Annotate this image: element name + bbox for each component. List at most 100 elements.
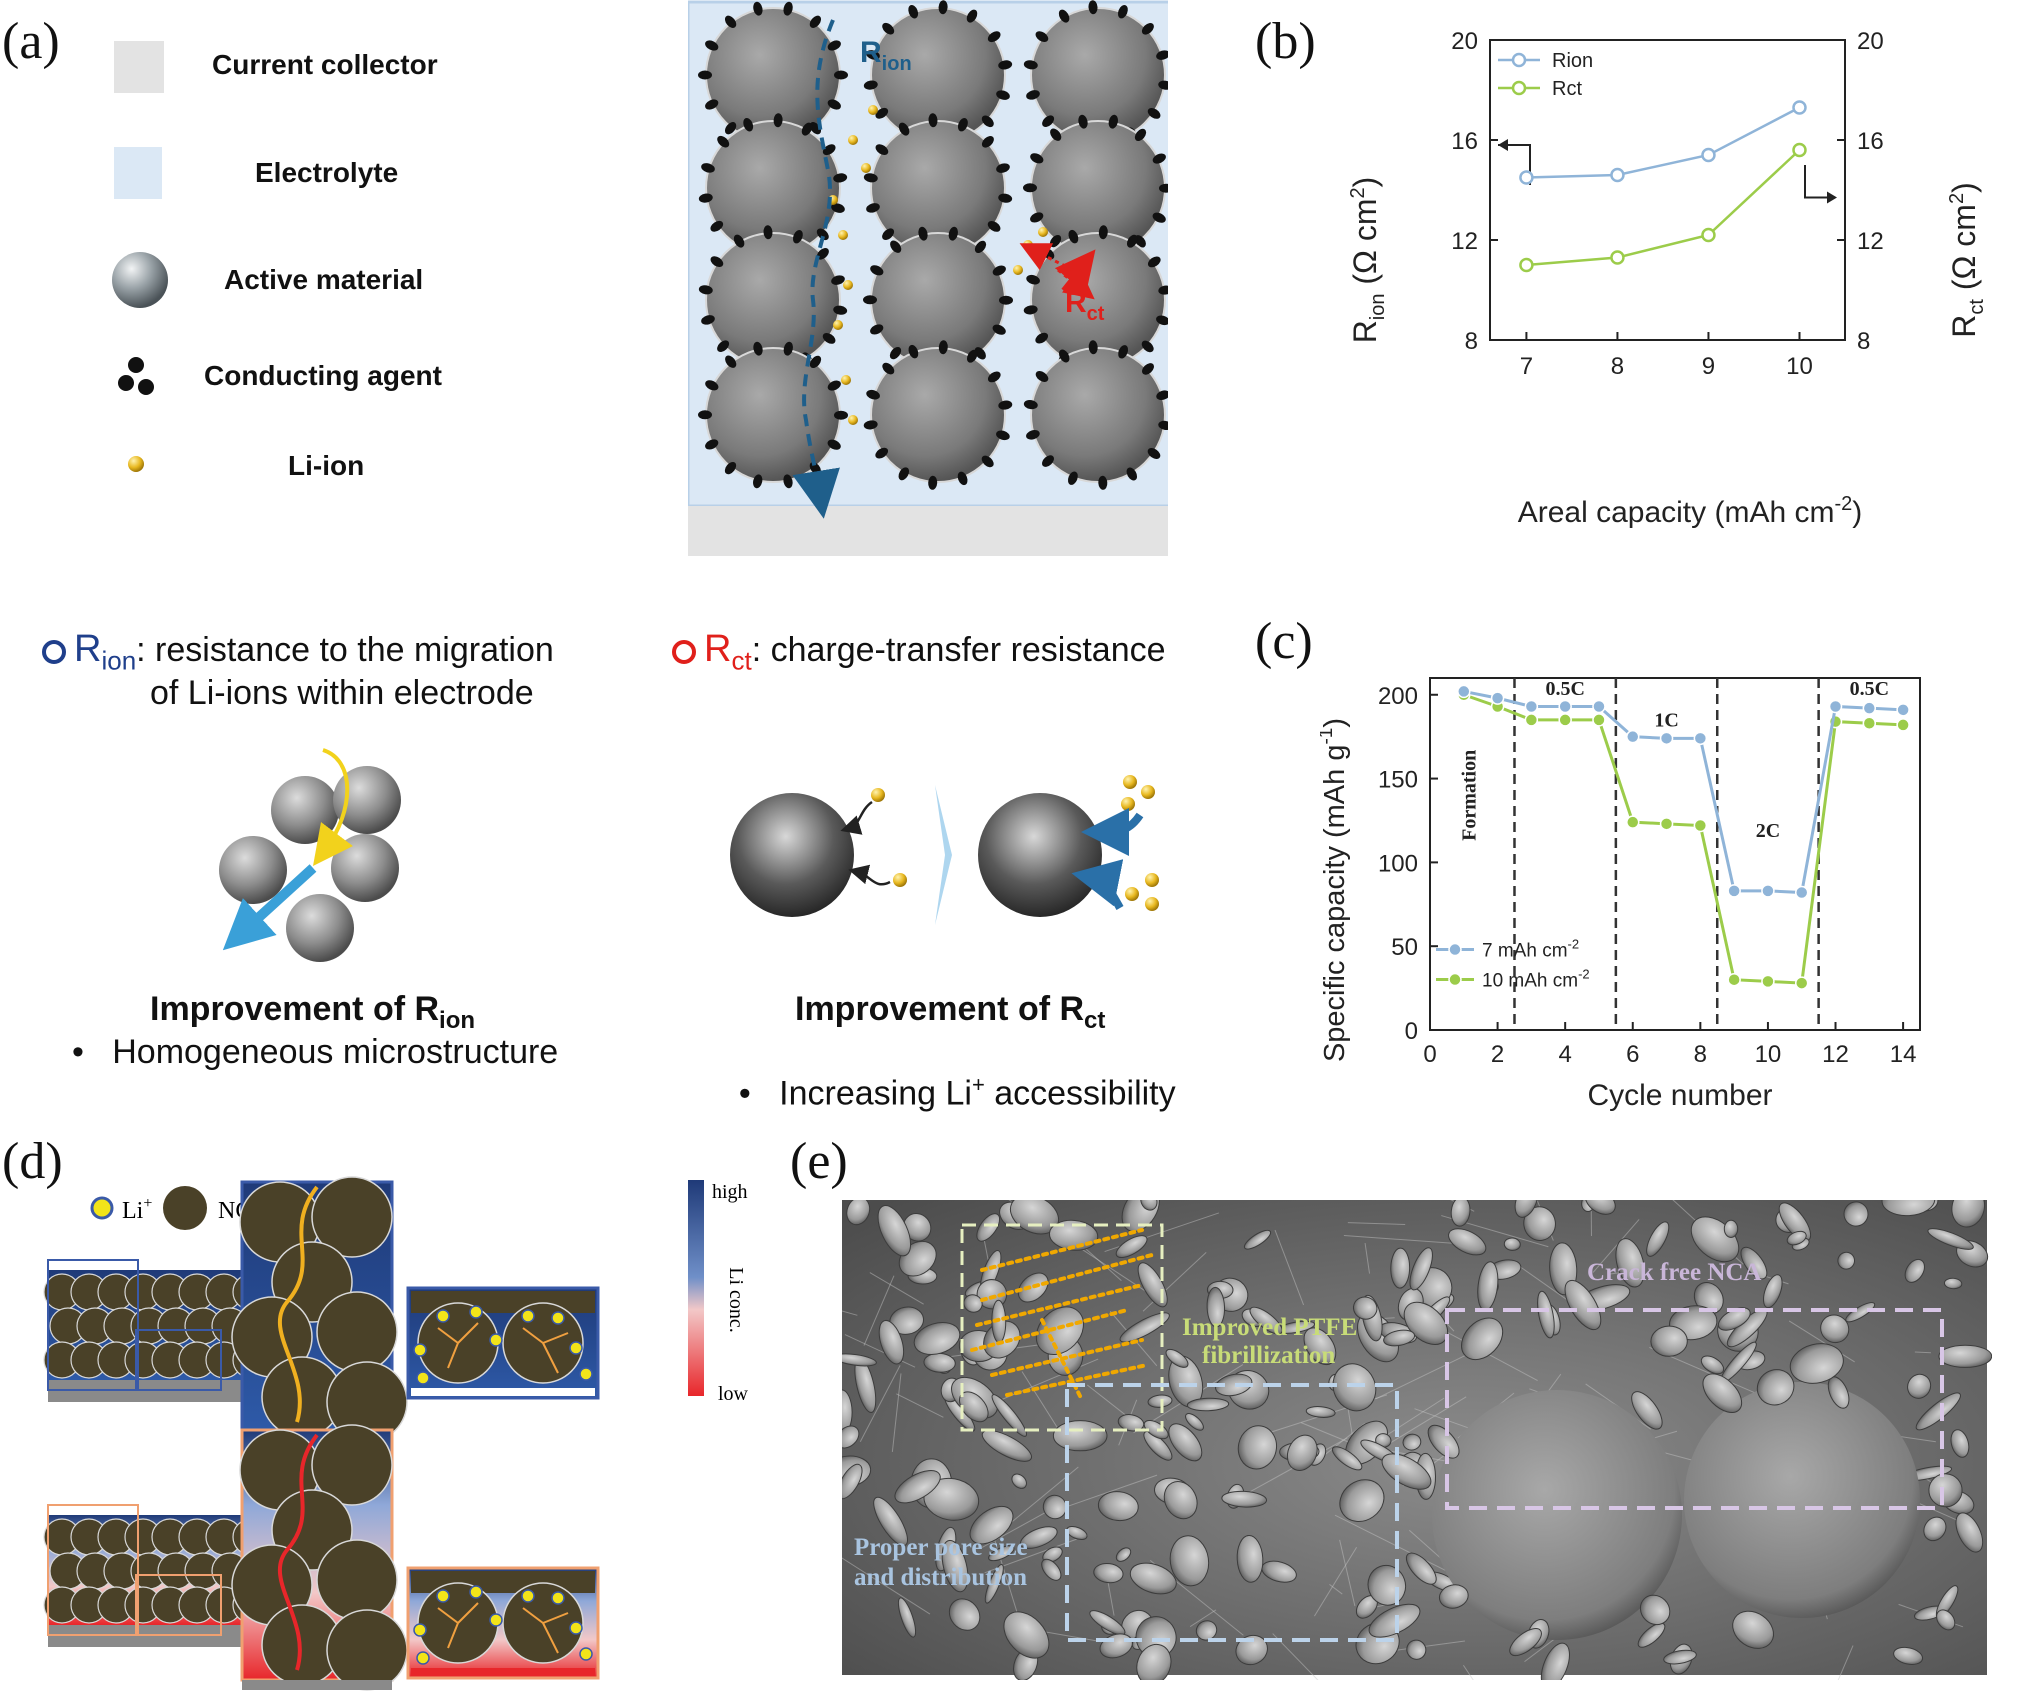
fibril-strand <box>1274 1229 1305 1306</box>
sem-particle <box>1286 1434 1318 1471</box>
conducting-agent-dot <box>1117 4 1128 19</box>
rion-definition-text-1: : resistance to the migration <box>136 631 554 669</box>
sem-particle <box>894 1469 941 1504</box>
conducting-agent-dot <box>1035 371 1049 382</box>
li-diffusion-arrow <box>447 1342 459 1369</box>
rct-improvement-title-text: Improvement of R <box>795 990 1085 1028</box>
annotation-c-rate: 2C <box>1756 820 1780 842</box>
conducting-agent-dot <box>1026 430 1040 440</box>
rct-bullet-sup: + <box>971 1072 985 1097</box>
li-concentration-schematic: Li+ NCA high low Li conc. <box>43 1176 749 1691</box>
sem-particle <box>1837 1251 1856 1270</box>
li-conc-colorbar <box>688 1180 704 1396</box>
rion-illustration <box>219 748 401 962</box>
conducting-agent-dot <box>1118 345 1129 359</box>
li-ion-dot <box>569 1341 583 1355</box>
sem-particle <box>1168 1423 1203 1462</box>
sem-particle <box>1700 1355 1725 1375</box>
legend-label-li-ion: Li-ion <box>288 450 365 481</box>
panel-a-letter: (a) <box>2 13 60 70</box>
sem-particle <box>1214 1373 1253 1397</box>
sem-particle <box>1936 1609 1956 1631</box>
sem-particle <box>1427 1424 1460 1459</box>
fibril-strand <box>1189 1609 1217 1628</box>
chart-b-xtick-label: 9 <box>1702 353 1715 380</box>
li-ion-dot <box>838 230 848 240</box>
conducting-agent-dot <box>987 220 1001 232</box>
conducting-agent-dot <box>908 344 919 359</box>
series-line-rion <box>1526 106 1801 179</box>
sem-particle <box>1003 1611 1050 1659</box>
nca-particle <box>316 1539 398 1621</box>
sem-particle <box>1402 1433 1422 1451</box>
conducting-agent-dot <box>1134 128 1147 142</box>
rct-subscript: ct <box>731 645 752 676</box>
conducting-agent-dot <box>998 400 1013 410</box>
conducting-agent-dot <box>992 324 1006 335</box>
li-ion-dot <box>489 1333 503 1347</box>
li-ion-dot <box>579 1647 593 1661</box>
sem-particle <box>1789 1343 1844 1384</box>
conducting-agent-dot <box>882 22 895 35</box>
li-ion-dot <box>521 1309 535 1323</box>
sem-particle <box>1923 1516 1947 1542</box>
capacity-data-point <box>1524 713 1539 727</box>
sem-particle <box>1637 1622 1666 1648</box>
sem-particle <box>1756 1369 1795 1406</box>
data-point-rct <box>1792 142 1807 158</box>
sem-particle <box>1650 1325 1688 1357</box>
conducting-agent-dot <box>1050 128 1062 141</box>
rct-improvement-title-sub: ct <box>1084 1006 1106 1034</box>
sem-particle <box>963 1294 983 1313</box>
rct-symbol: R <box>704 628 732 670</box>
capacity-data-point <box>1828 699 1843 714</box>
capacity-data-point <box>1626 815 1640 829</box>
legend-label-active-material: Active material <box>224 264 424 295</box>
conducting-agent-dot <box>863 420 878 430</box>
sem-particle <box>1943 1277 1963 1290</box>
li-ion-dot <box>469 1585 483 1599</box>
legend-marker <box>1511 52 1527 68</box>
conducting-agent-dot <box>966 349 978 363</box>
conducting-agent-dot <box>1023 305 1038 315</box>
li-ion-dot <box>848 415 858 425</box>
sem-particle <box>842 1353 877 1367</box>
data-point-rct <box>1519 257 1534 273</box>
chart-b-xtick-label: 7 <box>1520 353 1533 380</box>
conducting-agent-dot <box>827 99 841 110</box>
conducting-agent-dot <box>783 474 793 489</box>
conducting-agent-dot <box>948 226 958 241</box>
interface-base <box>411 1668 595 1676</box>
chart-b-frame <box>1489 39 1846 341</box>
chart-b-ytick-label-right: 8 <box>1857 328 1870 355</box>
fibril-strand <box>1343 1234 1467 1245</box>
chart-c-xtick-label: 8 <box>1694 1041 1707 1068</box>
sem-particle <box>1119 1312 1170 1343</box>
capacity-data-point <box>1524 699 1539 714</box>
conducting-agent-dot <box>783 1 793 16</box>
chart-c-ytick-label: 50 <box>1391 934 1418 961</box>
gray-square-icon <box>114 41 164 93</box>
li-diffusion-arrow <box>542 1332 569 1344</box>
sem-particle <box>1950 1429 1970 1458</box>
li-ion-dot <box>1023 240 1033 250</box>
conducting-agent-dot <box>833 305 848 315</box>
conducting-agent-dot <box>981 455 994 468</box>
ptfe-fibril-highlight <box>980 1228 1144 1272</box>
sem-particle <box>1646 1221 1670 1257</box>
conducting-agent-dot <box>998 60 1013 70</box>
pore-box <box>1065 1383 1399 1642</box>
data-point-rion <box>1701 147 1716 163</box>
right-axis-indicator-icon <box>1804 165 1835 199</box>
current-collector-region <box>688 506 1168 556</box>
chart-b-ytick-label-left: 20 <box>1451 28 1478 55</box>
sem-particle <box>1185 1413 1204 1431</box>
fibril-strand <box>859 1365 901 1442</box>
gray-sphere-icon <box>112 252 168 308</box>
fibril-strand <box>891 1373 902 1452</box>
active-particles <box>698 0 1168 490</box>
conducting-agent-dot <box>743 117 754 132</box>
sem-particle <box>1121 1200 1160 1232</box>
li-ion-dot <box>436 1309 450 1323</box>
sem-particle <box>1243 1229 1272 1250</box>
